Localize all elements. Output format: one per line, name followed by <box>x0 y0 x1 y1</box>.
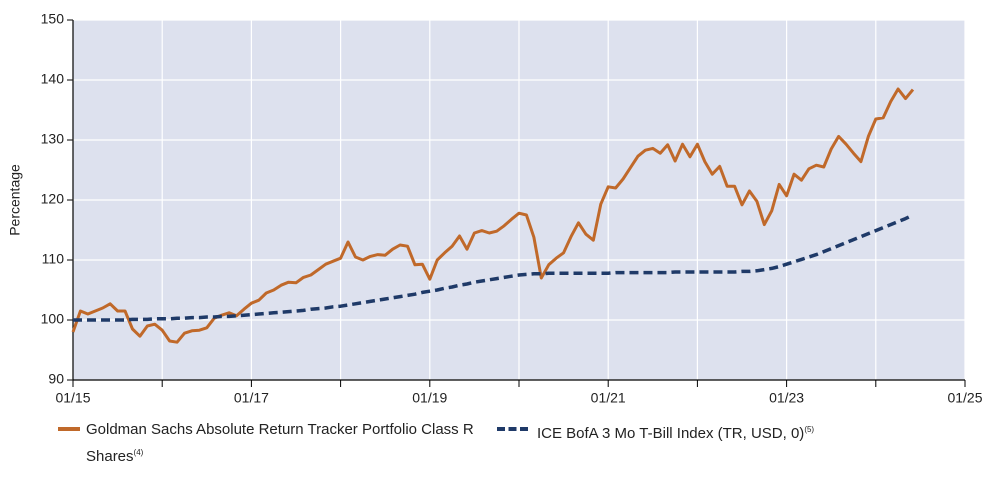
y-axis-label: Percentage <box>7 164 23 236</box>
y-tick-label: 150 <box>41 11 65 27</box>
legend-footnote: (5) <box>804 425 815 434</box>
y-tick-label: 130 <box>41 131 65 147</box>
legend-footnote: (4) <box>133 448 144 457</box>
y-tick-label: 140 <box>41 71 65 87</box>
legend-label: ICE BofA 3 Mo T-Bill Index (TR, USD, 0) <box>537 425 805 442</box>
series-line <box>71 87 915 344</box>
x-tick-label: 01/25 <box>947 390 982 406</box>
legend-entry: ICE BofA 3 Mo T-Bill Index (TR, USD, 0)(… <box>537 418 957 445</box>
y-tick-label: 100 <box>41 311 65 327</box>
x-tick-label: 01/17 <box>234 390 269 406</box>
x-tick-label: 01/15 <box>55 390 90 406</box>
x-tick-label: 01/21 <box>591 390 626 406</box>
y-tick-label: 90 <box>48 371 64 387</box>
y-tick-label: 120 <box>41 191 65 207</box>
legend-entry: Goldman Sachs Absolute Return Tracker Po… <box>86 418 486 468</box>
legend-label: Goldman Sachs Absolute Return Tracker Po… <box>86 421 474 465</box>
legend-swatch <box>497 427 528 431</box>
x-tick-label: 01/19 <box>412 390 447 406</box>
y-tick-label: 110 <box>42 251 65 267</box>
legend-swatch <box>58 427 80 431</box>
x-tick-label: 01/23 <box>769 390 804 406</box>
series-line <box>73 213 914 322</box>
